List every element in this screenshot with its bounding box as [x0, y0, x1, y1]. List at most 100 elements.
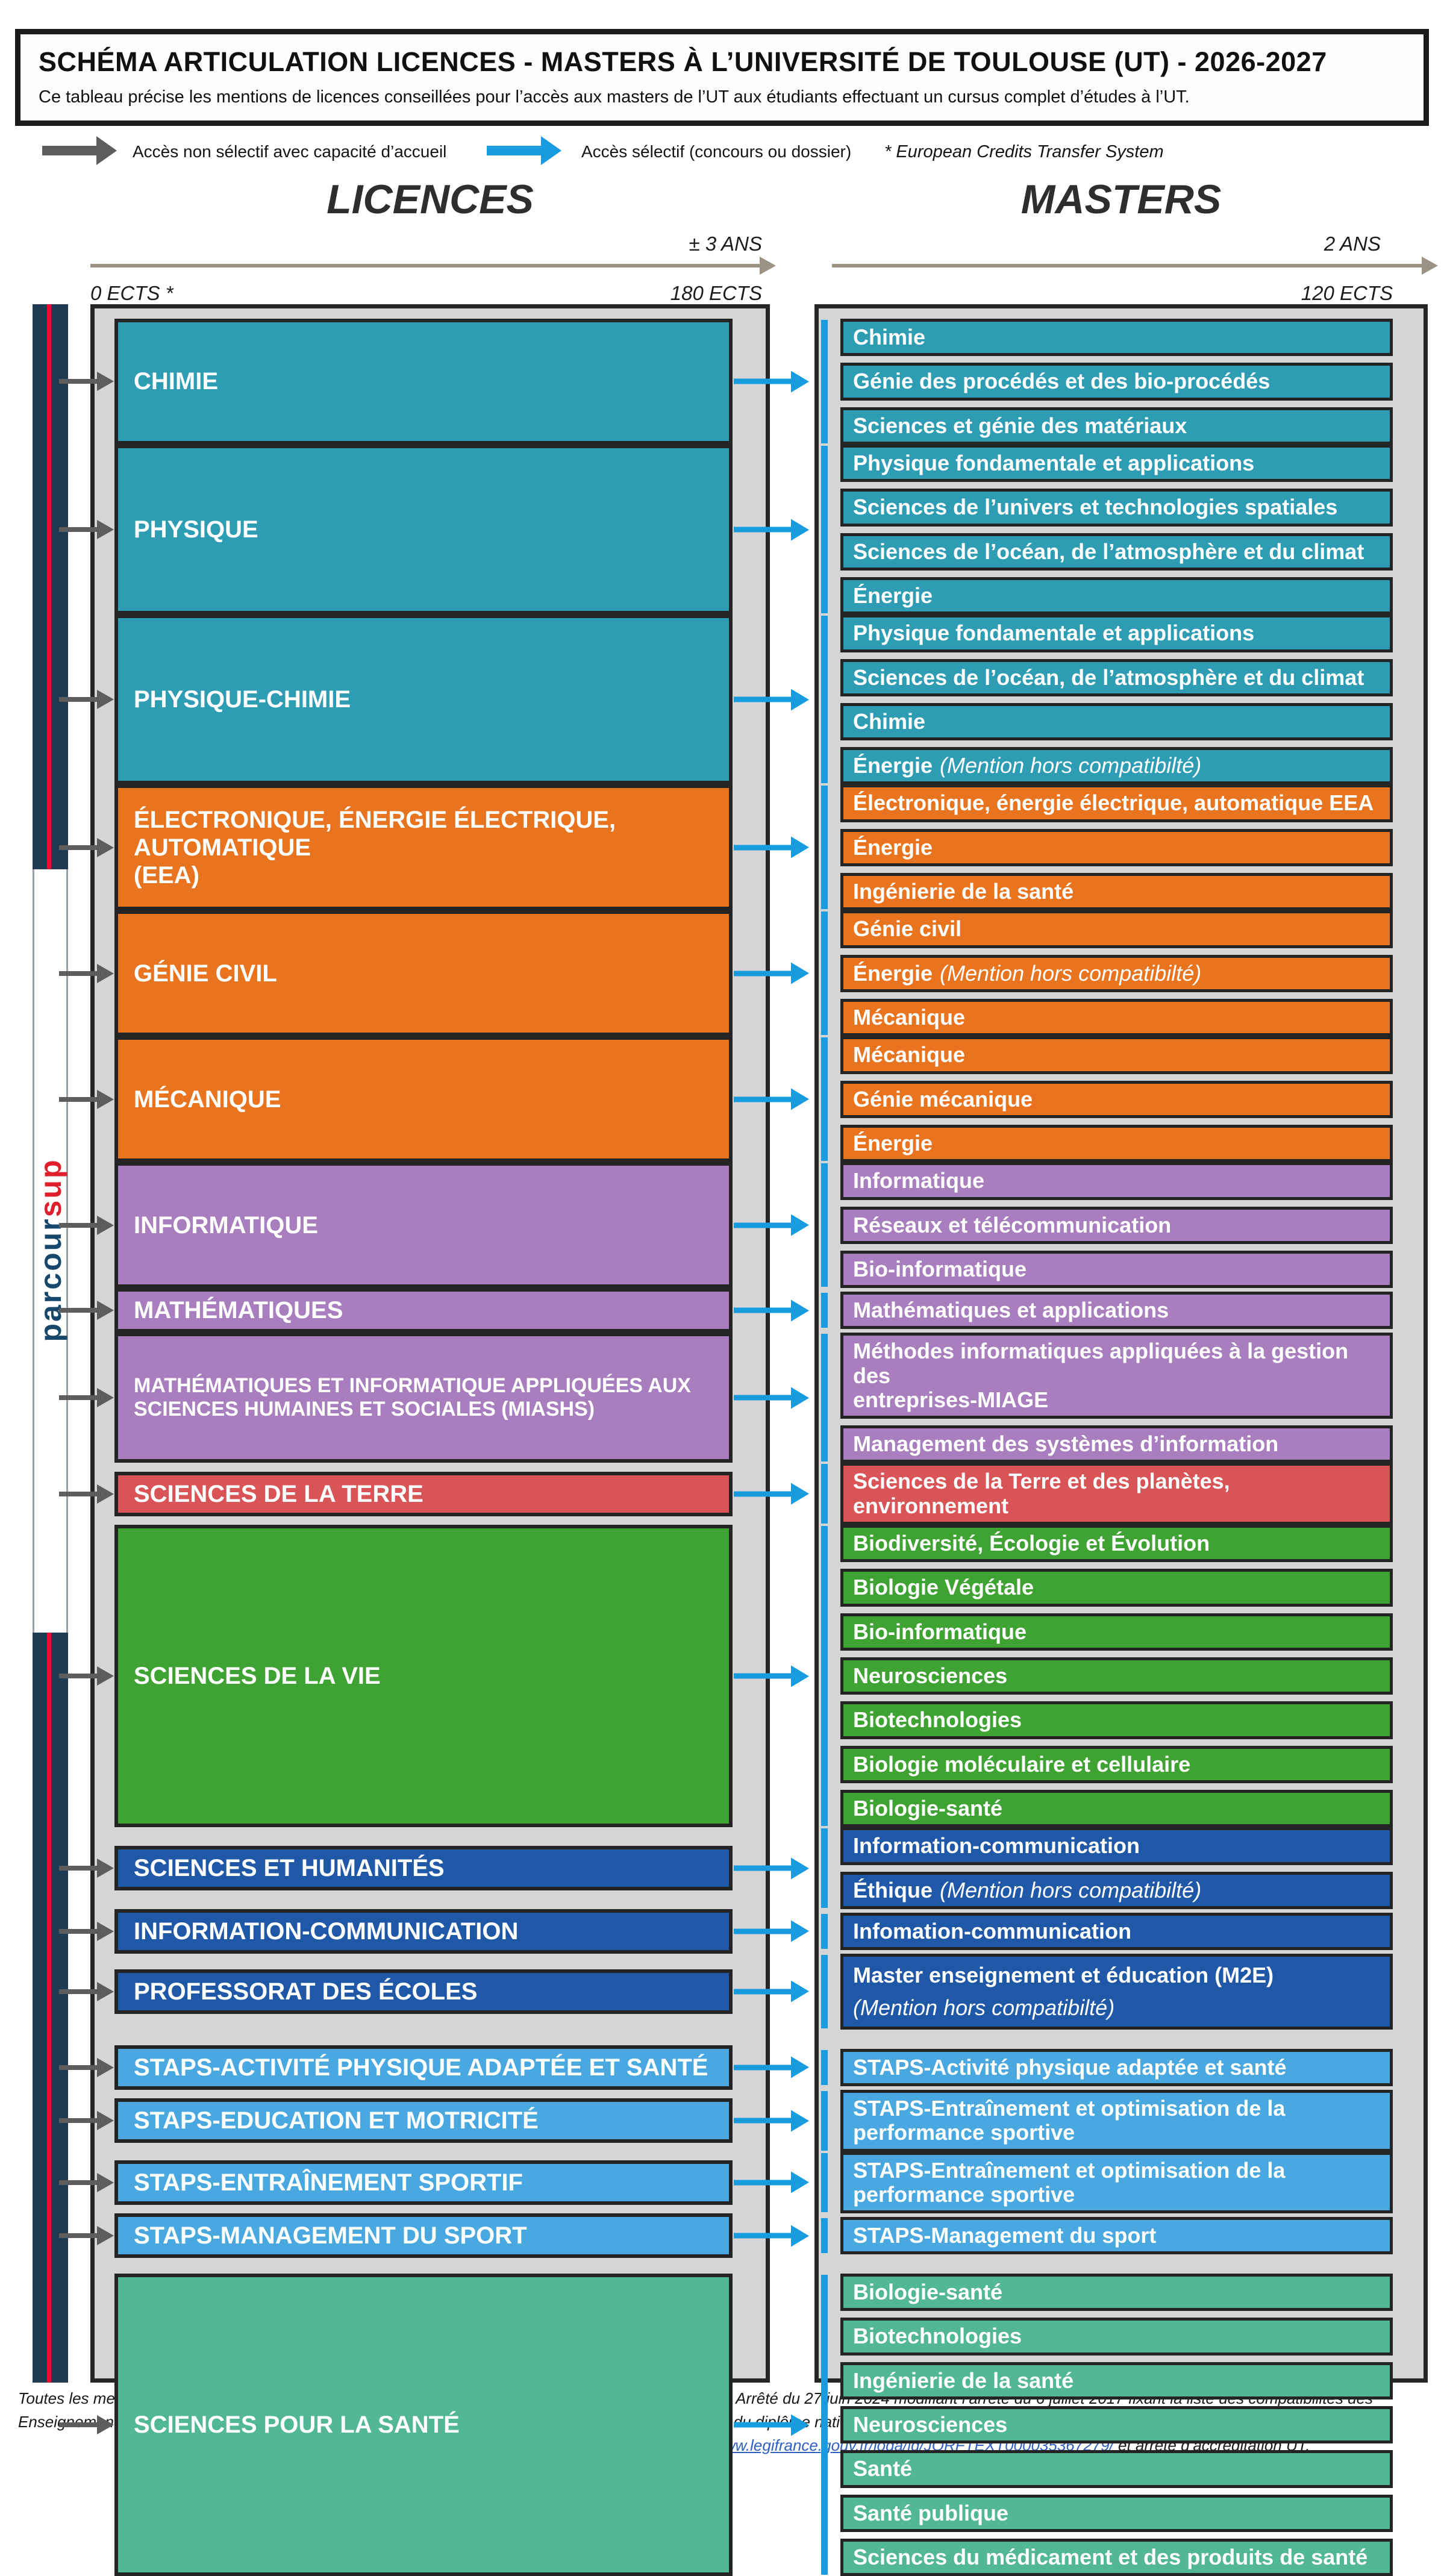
- master-label: Ingénierie de la santé: [853, 2368, 1074, 2393]
- masters-group: Information-communication Éthique (Mention…: [821, 1827, 1393, 1909]
- selective-arrow-icon: [734, 378, 791, 384]
- master-box: Santé: [840, 2450, 1393, 2488]
- group-row-2: PHYSIQUE-CHIMIE Physique fondamentale et …: [0, 614, 1444, 785]
- master-box: Physique fondamentale et applications: [840, 614, 1393, 652]
- masters-ects-end-label: 120 ECTS: [1301, 282, 1393, 304]
- master-box: Neurosciences: [840, 1657, 1393, 1695]
- master-label: Master enseignement et éducation (M2E): [853, 1962, 1274, 1987]
- page-title: SCHÉMA ARTICULATION LICENCES - MASTERS À…: [39, 46, 1327, 77]
- master-box: Mécanique: [840, 1036, 1393, 1074]
- masters-group: Physique fondamentale et applications Sci…: [821, 614, 1393, 785]
- licence-box: ÉLECTRONIQUE, ÉNERGIE ÉLECTRIQUE, AUTOMA…: [114, 784, 733, 911]
- masters-group: Génie civil Énergie (Mention hors compatib…: [821, 910, 1393, 1037]
- masters-duration-label: 2 ANS: [1324, 233, 1381, 255]
- master-box: Santé publique: [840, 2494, 1393, 2532]
- master-label: Mécanique: [853, 1005, 966, 1030]
- group-row-16: STAPS-ENTRAÎNEMENT SPORTIF STAPS-Entraîne…: [0, 2151, 1444, 2214]
- selective-arrow-icon: [734, 1096, 791, 1102]
- master-box: Chimie: [840, 319, 1393, 357]
- licences-ects-start-label: 0 ECTS *: [90, 282, 173, 304]
- master-box: Énergie: [840, 577, 1393, 615]
- selective-arrow-icon: [734, 1989, 791, 1995]
- master-box: Sciences et génie des matériaux: [840, 407, 1393, 445]
- licence-box: GÉNIE CIVIL: [114, 910, 733, 1037]
- group-row-17: STAPS-MANAGEMENT DU SPORT STAPS-Managemen…: [0, 2213, 1444, 2259]
- group-row-1: PHYSIQUE Physique fondamentale et applica…: [0, 444, 1444, 615]
- selective-arrow-icon: [734, 2065, 791, 2071]
- non-selective-arrow-icon: [59, 1096, 98, 1102]
- selective-arrow-icon: [734, 2180, 791, 2186]
- master-label: Énergie: [853, 960, 933, 986]
- selective-arrow-icon: [734, 1865, 791, 1871]
- title-box: SCHÉMA ARTICULATION LICENCES - MASTERS À…: [15, 29, 1429, 126]
- masters-timeline-arrow-icon: [832, 264, 1422, 267]
- master-box: Information-communication: [840, 1827, 1393, 1865]
- master-label: Biotechnologies: [853, 1707, 1022, 1733]
- non-selective-arrow-icon: [59, 2233, 98, 2239]
- non-selective-arrow-icon: [59, 379, 98, 384]
- master-label: Management des systèmes d’information: [853, 1431, 1279, 1457]
- group-row-0: CHIMIE Chimie Génie des procédés et des bi…: [0, 319, 1444, 445]
- master-label: Sciences du médicament et des produits d…: [853, 2545, 1368, 2569]
- master-box: STAPS-Entraînement et optimisation de la…: [840, 2089, 1393, 2152]
- licence-box: INFORMATIQUE: [114, 1162, 733, 1289]
- master-label: Sciences de l’océan, de l’atmosphère et …: [853, 539, 1364, 564]
- group-row-18: SCIENCES POUR LA SANTÉ Biologie-santé Biot…: [0, 2274, 1444, 2576]
- master-label: Énergie: [853, 583, 933, 608]
- parcoursup-bar-bottom: [33, 1632, 68, 2383]
- master-note: (Mention hors compatibilté): [940, 753, 1202, 778]
- non-selective-arrow-icon: [59, 1674, 98, 1679]
- master-box: Sciences du médicament et des produits d…: [840, 2539, 1393, 2576]
- masters-group: Infomation-communication: [821, 1912, 1393, 1951]
- selective-arrow-icon: [734, 2422, 791, 2428]
- licences-ects-end-label: 180 ECTS: [670, 282, 762, 304]
- master-box: Énergie: [840, 828, 1393, 867]
- selective-arrow-icon: [734, 1307, 791, 1313]
- masters-group: Informatique Réseaux et télécommunication…: [821, 1162, 1393, 1289]
- master-label: Physique fondamentale et applications: [853, 621, 1255, 646]
- master-label: Biologie moléculaire et cellulaire: [853, 1751, 1191, 1777]
- master-box: Énergie (Mention hors compatibilté): [840, 747, 1393, 785]
- masters-group: Chimie Génie des procédés et des bio-proc…: [821, 319, 1393, 445]
- master-box: Génie civil: [840, 910, 1393, 948]
- master-label: Biologie Végétale: [853, 1575, 1034, 1600]
- master-label: Éthique: [853, 1877, 933, 1902]
- master-label: Biodiversité, Écologie et Évolution: [853, 1531, 1210, 1556]
- master-label: Biologie-santé: [853, 1795, 1003, 1821]
- non-selective-arrow-icon: [59, 1395, 98, 1401]
- masters-group: STAPS-Management du sport: [821, 2216, 1393, 2255]
- licence-box: PHYSIQUE-CHIMIE: [114, 614, 733, 785]
- legend-non-selective-label: Accès non sélectif avec capacité d’accue…: [133, 142, 447, 161]
- licence-box: SCIENCES DE LA TERRE: [114, 1471, 733, 1516]
- masters-group: STAPS-Activité physique adaptée et santé: [821, 2048, 1393, 2087]
- master-box: Ingénierie de la santé: [840, 873, 1393, 911]
- selective-arrow-icon: [734, 1673, 791, 1679]
- master-label: STAPS-Entraînement et optimisation de la…: [853, 2157, 1286, 2207]
- group-row-9: SCIENCES DE LA TERRE Sciences de la Terre…: [0, 1463, 1444, 1525]
- non-selective-arrow-icon: [59, 2180, 98, 2185]
- master-box: Management des systèmes d’information: [840, 1425, 1393, 1463]
- master-box: Sciences de l’océan, de l’atmosphère et …: [840, 533, 1393, 571]
- licence-box: SCIENCES ET HUMANITÉS: [114, 1846, 733, 1891]
- master-label: Physique fondamentale et applications: [853, 450, 1255, 475]
- master-box: Bio-informatique: [840, 1250, 1393, 1289]
- masters-group: Physique fondamentale et applications Sci…: [821, 444, 1393, 615]
- selective-arrow-icon: [734, 696, 791, 702]
- master-label: Sciences de la Terre et des planètes, en…: [853, 1469, 1230, 1518]
- parcoursup-bar-gap: [33, 869, 68, 1633]
- master-box: Mathématiques et applications: [840, 1292, 1393, 1330]
- master-label: Biologie-santé: [853, 2280, 1003, 2305]
- licence-box: STAPS-ENTRAÎNEMENT SPORTIF: [114, 2160, 733, 2205]
- column-headers: LICENCES MASTERS ± 3 ANS 2 ANS 0 ECTS * …: [0, 176, 1444, 304]
- master-label: Sciences de l’océan, de l’atmosphère et …: [853, 664, 1364, 690]
- masters-column-title: MASTERS: [1020, 177, 1222, 222]
- non-selective-arrow-icon: [59, 1989, 98, 1994]
- selective-arrow-icon: [734, 971, 791, 977]
- master-label: Mécanique: [853, 1042, 966, 1068]
- master-box: Énergie (Mention hors compatibilté): [840, 954, 1393, 992]
- master-label: Énergie: [853, 1130, 933, 1155]
- diagram-rows: CHIMIE Chimie Génie des procédés et des bi…: [0, 304, 1444, 2576]
- licence-box: STAPS-MANAGEMENT DU SPORT: [114, 2213, 733, 2259]
- master-box: Ingénierie de la santé: [840, 2362, 1393, 2400]
- master-label: Neurosciences: [853, 2412, 1008, 2437]
